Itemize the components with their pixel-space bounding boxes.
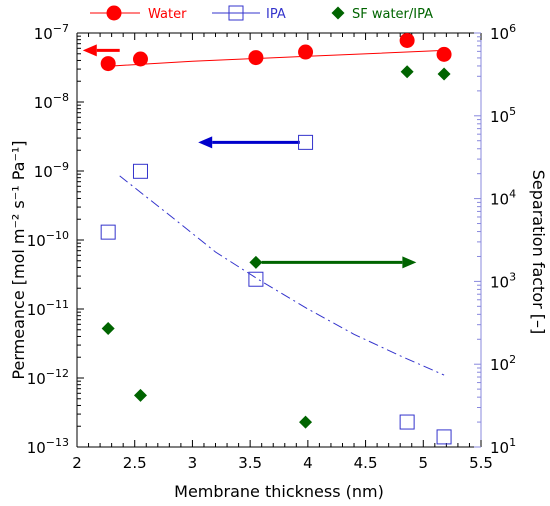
x-tick-label: 3.5 bbox=[238, 454, 262, 472]
ipa-point bbox=[399, 414, 415, 430]
x-tick-label: 5 bbox=[419, 454, 429, 472]
right-y-tick-label: 104 bbox=[490, 188, 516, 209]
left-y-axis-title: Permeance [mol m⁻² s⁻¹ Pa⁻¹] bbox=[9, 140, 28, 379]
right-y-tick-label: 103 bbox=[490, 270, 516, 291]
legend-label-ipa: IPA bbox=[266, 7, 286, 22]
ipa-point bbox=[100, 224, 116, 240]
left-y-tick-label: 10−7 bbox=[34, 22, 69, 43]
ipa-point bbox=[436, 429, 452, 445]
right-y-axis-ticks: 101 102 103 104 105 106 bbox=[474, 22, 516, 457]
arrow-head bbox=[82, 44, 97, 57]
x-tick-label: 3 bbox=[188, 454, 198, 472]
left-y-tick-label: 10−9 bbox=[34, 160, 69, 181]
ipa-point bbox=[132, 163, 148, 179]
right-y-axis-title: Separation factor [–] bbox=[529, 170, 548, 335]
legend-marker-sf-water-ipa bbox=[331, 6, 345, 20]
left-y-axis-ticks: 10−13 10−12 10−11 10−10 10−9 10−8 10−7 bbox=[27, 22, 84, 457]
legend: Water IPA SF water/IPA bbox=[90, 5, 433, 22]
sf-water-ipa-point bbox=[133, 388, 147, 402]
fit-lines bbox=[108, 49, 445, 376]
sf-water-ipa-point bbox=[400, 65, 414, 79]
arrow-head bbox=[402, 256, 417, 269]
legend-marker-water bbox=[106, 5, 122, 21]
water-fit-line bbox=[108, 49, 445, 67]
water-point bbox=[298, 44, 314, 60]
right-y-tick-label: 101 bbox=[490, 436, 516, 457]
left-y-tick-label: 10−12 bbox=[27, 367, 69, 388]
x-axis-title: Membrane thickness (nm) bbox=[174, 482, 384, 501]
x-tick-label: 2.5 bbox=[123, 454, 147, 472]
ipa-point bbox=[248, 271, 264, 287]
sf-water-ipa-point bbox=[437, 67, 451, 81]
sf-water-ipa-point bbox=[101, 321, 115, 335]
sf-water-ipa-point bbox=[249, 255, 263, 269]
right-y-tick-label: 105 bbox=[490, 105, 516, 126]
x-tick-label: 5.5 bbox=[469, 454, 493, 472]
water-point bbox=[100, 56, 116, 72]
right-y-tick-label: 102 bbox=[490, 353, 516, 374]
right-y-tick-label: 106 bbox=[490, 22, 516, 43]
left-y-tick-label: 10−8 bbox=[34, 91, 69, 112]
data-points bbox=[100, 32, 452, 445]
legend-label-water: Water bbox=[148, 7, 187, 22]
legend-label-sf-water-ipa: SF water/IPA bbox=[352, 7, 433, 22]
x-tick-label: 2 bbox=[72, 454, 82, 472]
sf-water-ipa-point bbox=[299, 415, 313, 429]
water-point bbox=[436, 46, 452, 62]
left-y-tick-label: 10−11 bbox=[27, 298, 69, 319]
water-point bbox=[132, 51, 148, 67]
left-y-tick-label: 10−13 bbox=[27, 436, 69, 457]
x-tick-label: 4 bbox=[303, 454, 313, 472]
x-axis-ticks: 2 2.5 3 3.5 4 4.5 5 5.5 bbox=[72, 33, 493, 472]
ipa-fit-line bbox=[119, 175, 445, 376]
water-point bbox=[248, 50, 264, 66]
legend-marker-ipa bbox=[228, 5, 244, 21]
left-y-tick-label: 10−10 bbox=[27, 229, 69, 250]
plot-frame bbox=[76, 32, 482, 448]
ipa-point bbox=[298, 134, 314, 150]
water-point bbox=[399, 32, 415, 48]
arrow-head bbox=[198, 136, 213, 149]
x-tick-label: 4.5 bbox=[354, 454, 378, 472]
axis-arrows bbox=[82, 44, 417, 269]
